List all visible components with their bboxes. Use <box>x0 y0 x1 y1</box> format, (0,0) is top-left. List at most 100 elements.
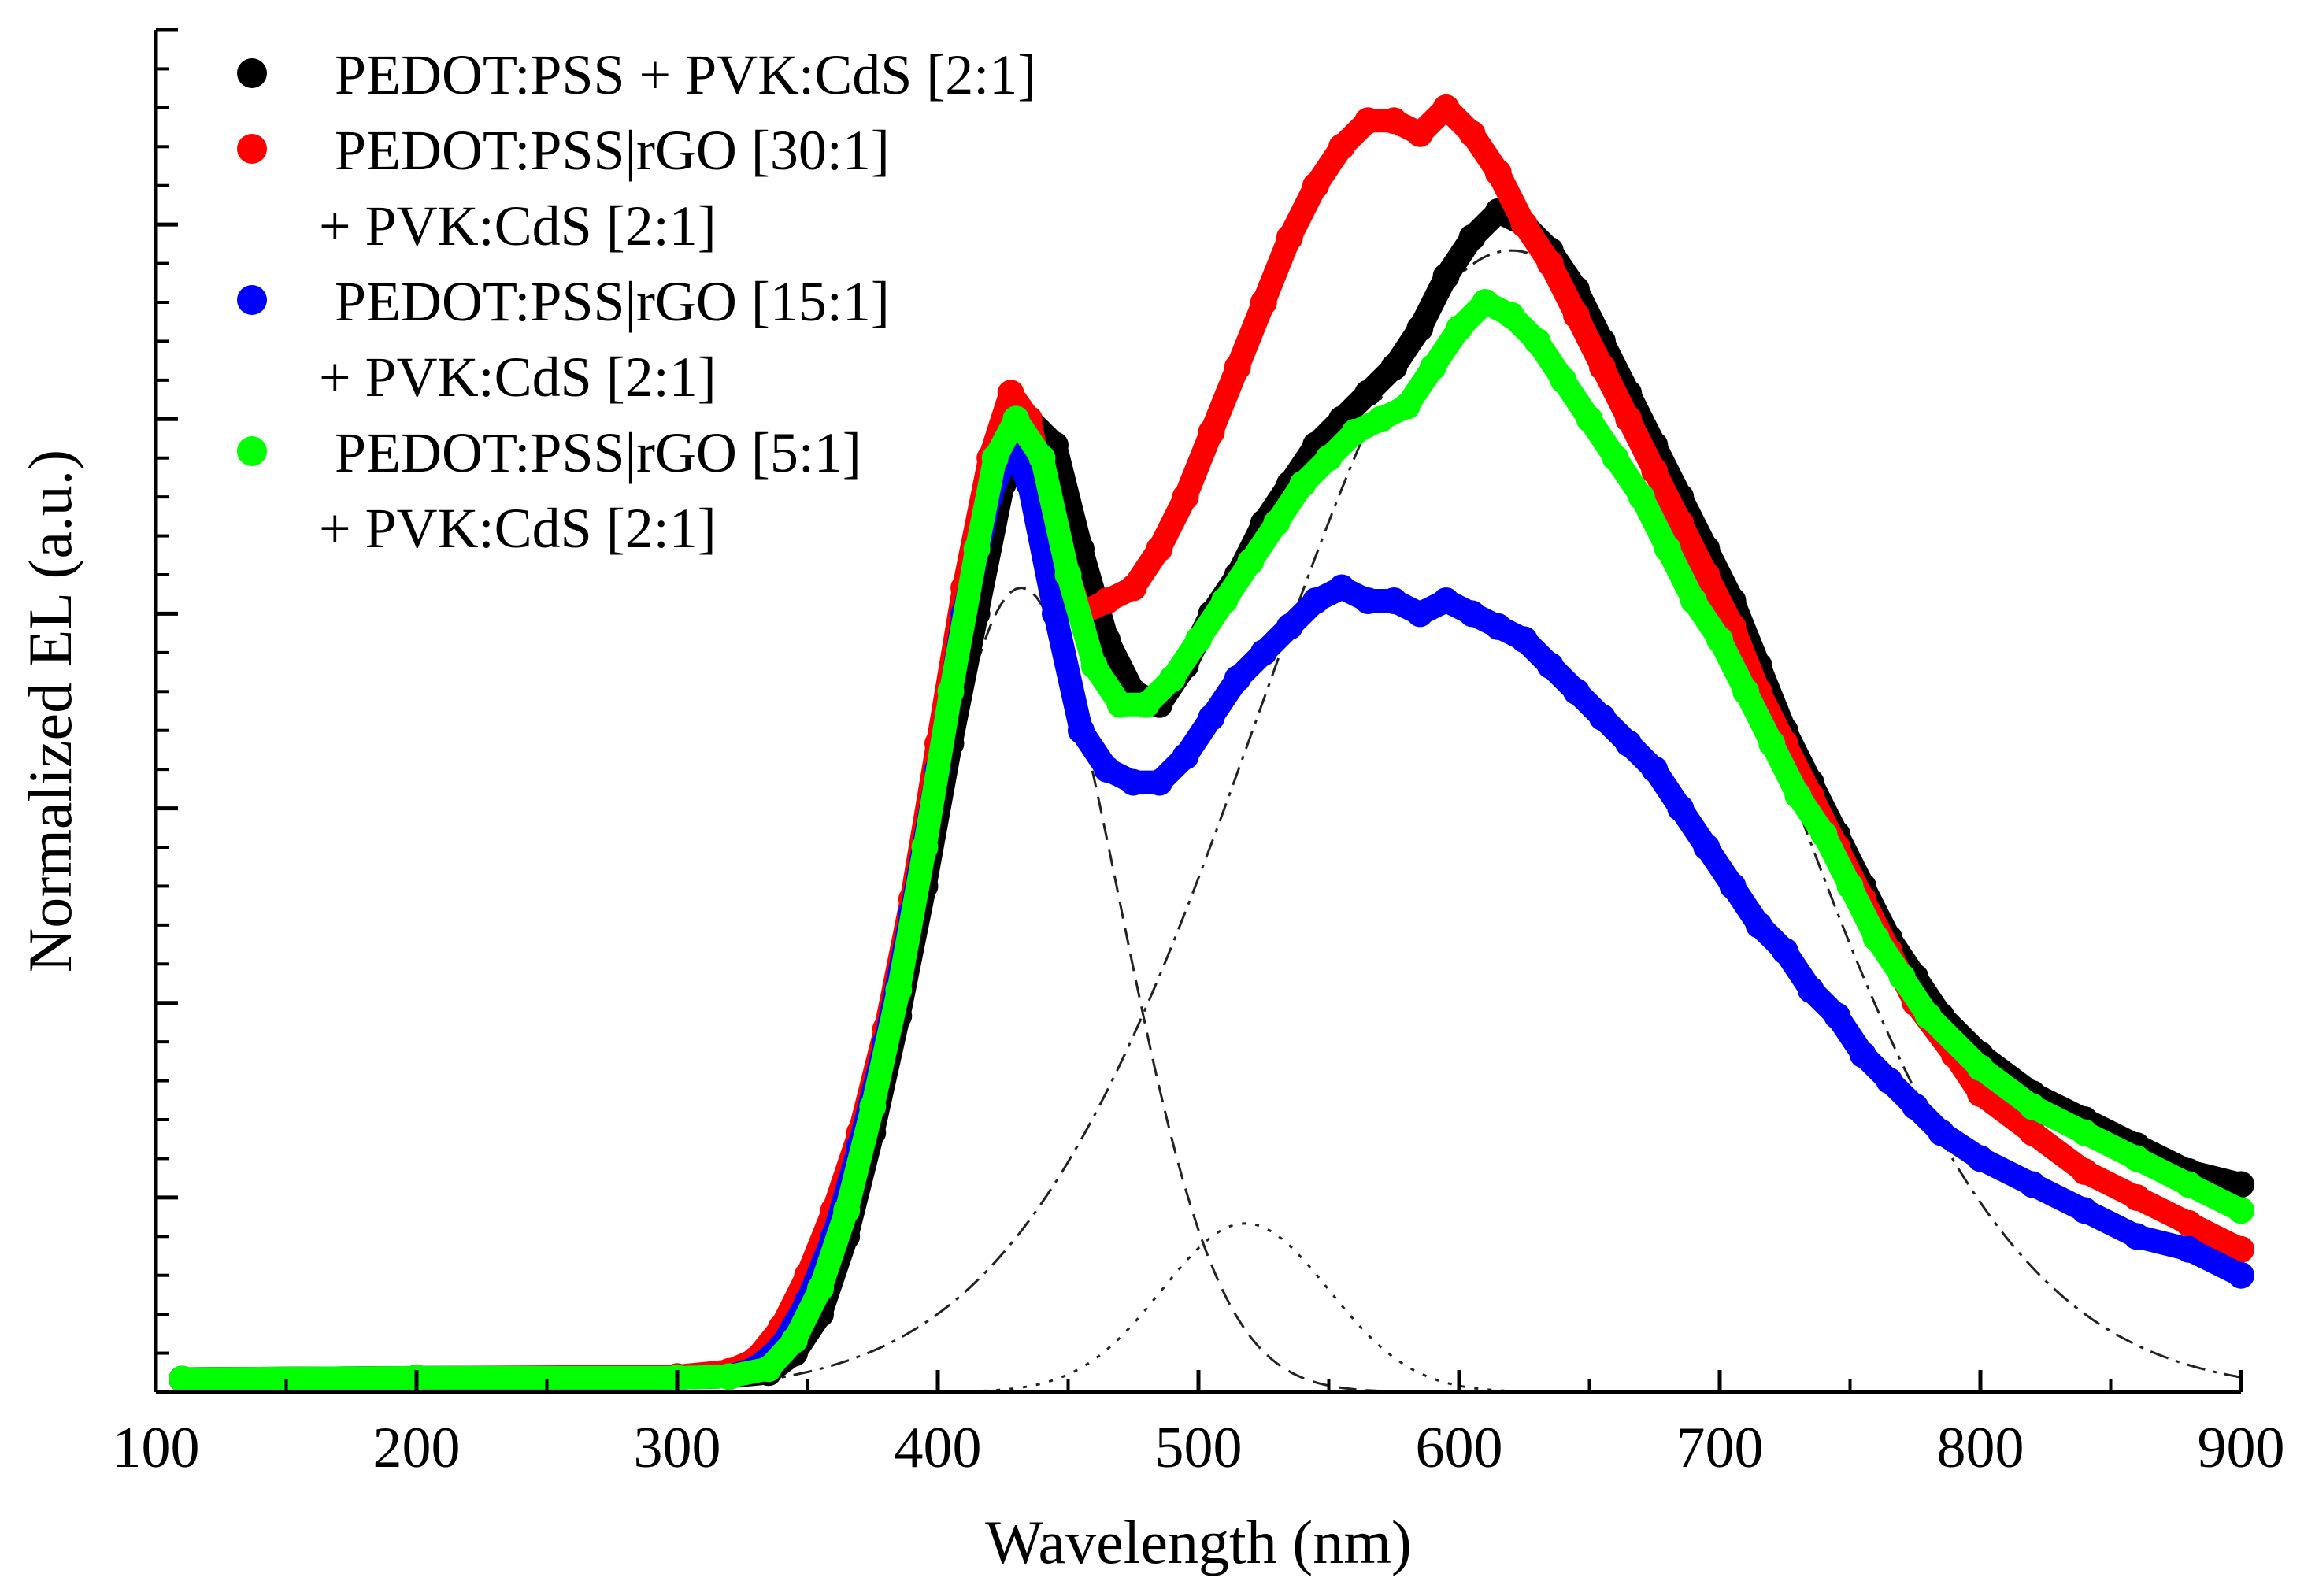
data-series <box>169 94 2254 1393</box>
data-point-blue <box>1302 587 1329 614</box>
data-point-blue <box>2175 1235 2202 1263</box>
data-point-green <box>1784 782 1812 809</box>
data-point-green <box>716 1363 743 1390</box>
data-point-red <box>1328 133 1355 161</box>
data-point-blue <box>1667 794 1695 822</box>
data-point-green <box>2019 1093 2047 1120</box>
data-point-red <box>2228 1235 2254 1263</box>
fit-components <box>754 249 2242 1394</box>
data-point-blue <box>1967 1145 1994 1172</box>
data-point-blue <box>1850 1041 1876 1068</box>
data-point-red <box>1406 120 1434 147</box>
data-point-red <box>1641 457 1669 485</box>
fit-curve-gaussian-518 <box>755 1222 2241 1394</box>
legend-label-black: PEDOT:PSS + PVK:CdS [2:1] <box>335 43 1036 106</box>
data-point-black <box>1380 354 1408 381</box>
data-point-green <box>781 1327 808 1354</box>
legend-label-blue: + PVK:CdS [2:1] <box>319 346 717 409</box>
data-point-red <box>1302 172 1329 199</box>
data-point-blue <box>2228 1261 2254 1289</box>
data-point-red <box>1354 107 1382 135</box>
data-point-green <box>1524 328 1551 355</box>
data-point-green <box>2175 1171 2202 1198</box>
data-point-red <box>1615 405 1643 433</box>
legend-label-green: PEDOT:PSS|rGO [5:1] <box>335 421 861 484</box>
data-point-red <box>1458 120 1486 147</box>
data-point-blue <box>1146 768 1173 796</box>
data-point-green <box>1054 561 1082 588</box>
series-line-blue <box>170 433 2253 1391</box>
legend-label-blue: PEDOT:PSS|rGO [15:1] <box>335 270 890 333</box>
data-point-blue <box>1928 1119 1955 1146</box>
data-point-green <box>1836 872 1864 900</box>
data-point-blue <box>1172 742 1199 770</box>
data-point-green <box>1367 405 1395 433</box>
data-point-red <box>1146 535 1173 562</box>
data-point-red <box>1276 224 1303 251</box>
data-point-green <box>1654 535 1681 562</box>
data-point-blue <box>2071 1197 2098 1224</box>
data-point-blue <box>1120 768 1147 796</box>
data-point-blue <box>1354 587 1382 614</box>
data-point-green <box>1498 302 1525 329</box>
data-point-blue <box>1771 937 1798 965</box>
data-point-red <box>1536 250 1564 277</box>
data-point-blue <box>1380 587 1408 614</box>
data-point-black <box>1354 380 1382 407</box>
x-tick-label: 300 <box>634 1416 721 1480</box>
x-tick-label: 100 <box>113 1416 200 1480</box>
data-point-blue <box>1094 756 1121 783</box>
data-point-green <box>1341 418 1369 446</box>
data-point-red <box>1120 574 1147 602</box>
data-point-green <box>1106 691 1134 718</box>
legend-item-green: PEDOT:PSS|rGO [5:1] + PVK:CdS [2:1] <box>237 421 861 560</box>
data-point-black <box>1458 224 1486 251</box>
data-point-red <box>1094 587 1121 614</box>
data-point-green <box>2228 1197 2254 1224</box>
data-point-blue <box>1484 613 1512 640</box>
data-point-green <box>1080 652 1108 680</box>
data-point-blue <box>1198 704 1225 731</box>
data-point-green <box>1446 315 1472 342</box>
data-point-green <box>1002 405 1030 433</box>
data-point-green <box>981 444 1009 472</box>
data-point-blue <box>2019 1171 2047 1198</box>
data-point-red <box>2175 1209 2202 1237</box>
data-point-red <box>1432 94 1460 121</box>
legend-marker-black <box>237 58 267 88</box>
data-point-red <box>1693 561 1721 588</box>
x-tick-label: 400 <box>895 1416 982 1480</box>
data-point-red <box>1510 211 1538 239</box>
data-point-green <box>1419 354 1446 381</box>
data-point-black <box>1406 315 1434 342</box>
data-point-green <box>1289 470 1317 498</box>
data-point-blue <box>1693 834 1721 861</box>
legend-label-red: PEDOT:PSS|rGO [30:1] <box>335 119 890 182</box>
data-point-blue <box>1876 1067 1903 1094</box>
data-point-red <box>2071 1157 2098 1185</box>
legend-item-red: PEDOT:PSS|rGO [30:1] + PVK:CdS [2:1] <box>237 119 890 257</box>
data-point-green <box>1132 691 1160 718</box>
data-point-blue <box>1458 600 1486 628</box>
data-point-green <box>1732 678 1760 705</box>
data-point-green <box>1211 587 1239 614</box>
data-point-green <box>1706 626 1733 654</box>
data-point-blue <box>1328 574 1355 602</box>
data-point-red <box>1250 289 1277 316</box>
data-point-green <box>833 1197 861 1224</box>
data-point-green <box>1185 626 1212 654</box>
data-point-green <box>2071 1119 2098 1146</box>
data-point-green <box>807 1275 834 1302</box>
data-point-green <box>1602 444 1629 472</box>
data-point-green <box>1158 665 1186 692</box>
data-point-green <box>1028 444 1056 472</box>
data-point-blue <box>1797 976 1824 1004</box>
data-point-red <box>2019 1119 2047 1146</box>
data-point-green <box>1393 392 1421 420</box>
data-point-red <box>1667 509 1695 537</box>
x-tick-label: 700 <box>1676 1416 1764 1480</box>
data-point-blue <box>1250 639 1277 666</box>
y-ticks <box>156 28 178 1394</box>
data-point-blue <box>2123 1223 2150 1250</box>
